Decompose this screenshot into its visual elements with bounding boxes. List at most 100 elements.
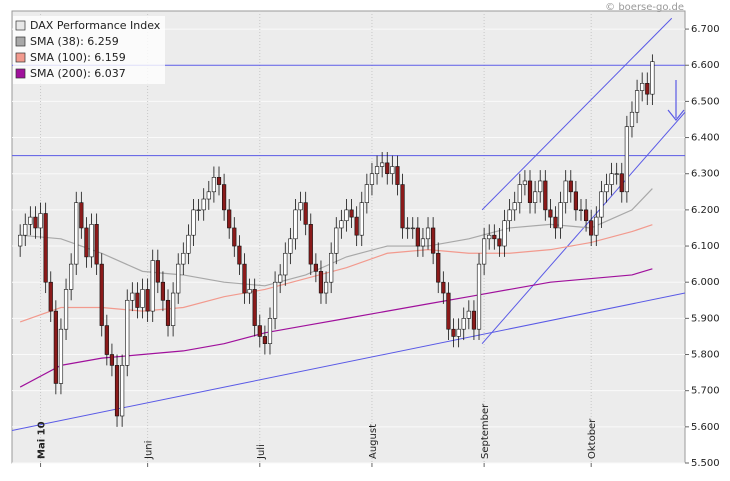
candle-body [23, 224, 28, 236]
candle-body [599, 191, 604, 218]
candle-body [492, 234, 497, 240]
candle-body [278, 274, 283, 283]
candle-body [313, 263, 318, 272]
legend-label: SMA (38): 6.259 [30, 35, 119, 48]
candle-body [369, 173, 375, 185]
candle-body [502, 220, 507, 247]
candle-body [451, 328, 456, 337]
candle-body [196, 209, 201, 211]
legend-swatch [15, 20, 26, 31]
sma-line [20, 188, 653, 287]
candle-body [436, 252, 441, 283]
candle-body [640, 83, 645, 91]
candle-body [232, 227, 237, 247]
candle-body [583, 209, 589, 222]
candle-body [354, 216, 359, 236]
y-tick-label: 6.500 [691, 96, 720, 107]
candle-body [476, 263, 482, 330]
candle-body [400, 184, 405, 229]
candle-body [604, 184, 609, 193]
candle-body [543, 180, 548, 211]
y-tick-label: 6.000 [691, 277, 720, 288]
candle-body [262, 336, 267, 344]
candle-body [79, 202, 84, 229]
candle-body [395, 166, 400, 185]
candle-body [589, 220, 594, 236]
candle-body [48, 281, 53, 312]
y-tick-label: 5.700 [691, 386, 720, 397]
candle-body [527, 180, 533, 203]
candle-body [63, 289, 69, 330]
candle-body [329, 252, 334, 283]
candle-body [522, 180, 528, 185]
candle-body [415, 227, 420, 247]
candle-body [629, 111, 635, 128]
candle-body [533, 191, 538, 203]
legend: DAX Performance Index SMA (38): 6.259 SMA … [13, 16, 165, 84]
candle-body [176, 263, 181, 294]
candle-body [74, 202, 79, 265]
y-tick-label: 6.200 [691, 205, 720, 216]
candle-body [288, 238, 293, 254]
candle-body [145, 289, 150, 312]
candle-body [186, 234, 191, 254]
legend-label: SMA (200): 6.037 [30, 67, 126, 80]
candle-body [84, 227, 89, 258]
candle-body [130, 292, 135, 301]
y-tick-label: 6.100 [691, 241, 720, 252]
candle-body [538, 180, 543, 193]
y-tick-label: 6.300 [691, 169, 720, 180]
candle-body [120, 365, 125, 417]
candle-body [104, 325, 109, 355]
candle-body [53, 310, 58, 384]
candle-body [135, 292, 140, 308]
legend-swatch [15, 36, 26, 47]
candle-body [385, 162, 390, 175]
y-tick-label: 6.600 [691, 60, 720, 71]
candle-body [446, 292, 451, 330]
candle-body [267, 318, 273, 344]
x-tick-label: August [368, 424, 379, 459]
marks [11, 17, 686, 431]
y-tick-label: 5.900 [691, 313, 720, 324]
candle-body [216, 177, 222, 185]
candle-body [38, 213, 43, 229]
legend-box [13, 16, 165, 84]
candle-body [425, 227, 431, 240]
candle-body [431, 227, 436, 254]
candle-body [242, 263, 247, 294]
axis: 5.500 5.600 5.700 5.800 5.900 6.000 6.100 6.200… [37, 24, 720, 469]
x-tick-label: Oktober [587, 418, 598, 459]
candle-body [181, 252, 186, 265]
candle-body [359, 202, 364, 236]
candle-body [211, 177, 217, 193]
x-tick-label: September [480, 403, 491, 459]
candle-body [568, 180, 573, 193]
candle-body [650, 61, 655, 95]
candle-body [344, 209, 349, 222]
candle-body [298, 202, 303, 211]
candle-body [323, 281, 329, 294]
candle-body [99, 263, 104, 326]
candle-body [517, 184, 522, 203]
candle-body [563, 180, 568, 203]
candle-body [507, 209, 512, 222]
candle-body [247, 289, 252, 294]
legend-label: SMA (100): 6.159 [30, 51, 126, 64]
candle-body [461, 318, 466, 330]
source: © boerse-go.de [605, 2, 684, 13]
candle-body [619, 173, 624, 193]
candle-body [272, 281, 278, 319]
candle-body [466, 310, 471, 319]
candle-body [237, 245, 242, 265]
candle-body [594, 216, 599, 236]
candle-body [456, 328, 461, 337]
candle-body [380, 162, 385, 167]
candle-body [171, 292, 176, 326]
candle-body [94, 224, 99, 265]
candle-body [227, 209, 232, 229]
candle-body [497, 238, 502, 247]
candle-body [405, 227, 410, 230]
candle-body [614, 173, 619, 175]
candle-body [114, 365, 120, 417]
